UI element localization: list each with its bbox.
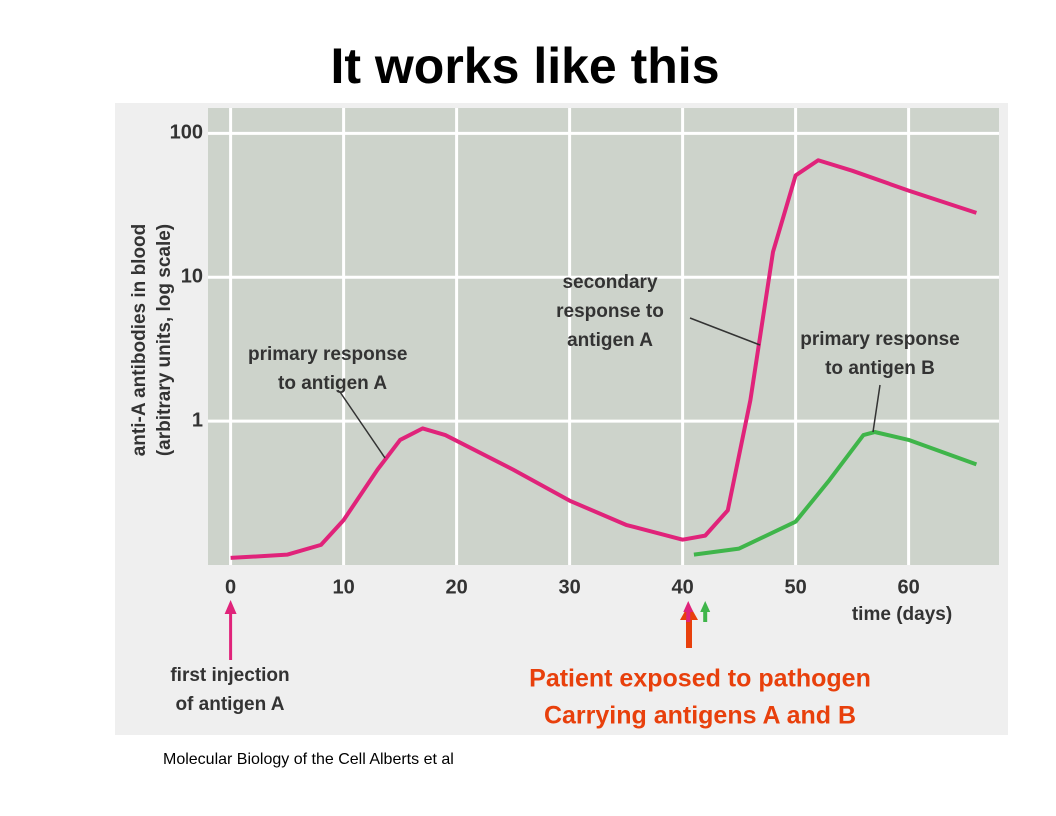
annotation: first injection — [170, 665, 289, 686]
x-tick-label: 30 — [558, 576, 580, 598]
annotation: antigen A — [567, 330, 653, 351]
annotation: response to — [556, 301, 664, 322]
y-tick-label: 10 — [181, 266, 203, 288]
series-line — [693, 430, 978, 557]
callout-arrow — [680, 604, 698, 648]
injection-arrow-head — [224, 600, 237, 614]
callout: Carrying antigens A and B — [544, 702, 856, 730]
x-tick-label: 50 — [784, 576, 806, 598]
y-axis-label: anti-A antibodies in blood — [129, 224, 150, 457]
annotation: to antigen A — [278, 373, 387, 394]
injection-arrow — [700, 601, 711, 622]
x-axis-label: time (days) — [852, 604, 952, 625]
annotation: of antigen A — [175, 694, 284, 715]
x-tick-label: 20 — [445, 576, 467, 598]
slide-title: It works like this — [330, 38, 719, 94]
annotation-pointer — [339, 391, 386, 459]
annotation-pointer — [689, 317, 761, 346]
source: Molecular Biology of the Cell Alberts et… — [163, 751, 454, 768]
injection-arrow — [683, 601, 694, 622]
annotation: secondary — [562, 272, 657, 293]
y-tick-label: 100 — [170, 122, 203, 144]
annotation: to antigen B — [825, 358, 935, 379]
plot-area — [208, 108, 999, 565]
series-line — [230, 158, 978, 560]
callout: Patient exposed to pathogen — [529, 665, 871, 693]
x-tick-label: 0 — [225, 576, 236, 598]
y-axis-label: (arbitrary units, log scale) — [154, 224, 175, 456]
annotation: primary response — [800, 329, 959, 350]
x-tick-label: 60 — [897, 576, 919, 598]
y-tick-label: 1 — [192, 409, 203, 431]
x-tick-label: 40 — [671, 576, 693, 598]
annotation: primary response — [248, 344, 407, 365]
annotation-pointer — [872, 384, 881, 433]
x-tick-label: 10 — [332, 576, 354, 598]
